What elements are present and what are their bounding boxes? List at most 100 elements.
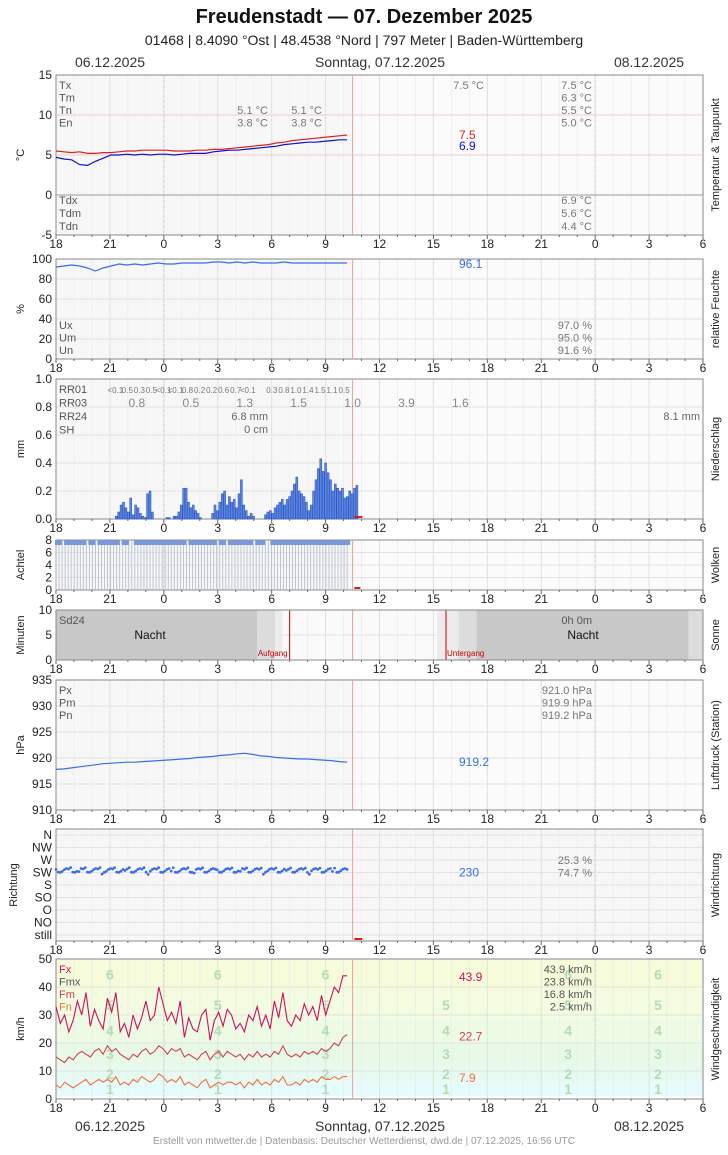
precip-ytick: 1.0 — [35, 372, 52, 386]
cloud-cover-mark — [200, 540, 205, 545]
cloud-cover-mark — [97, 540, 102, 545]
temp-xtick-label: 18 — [481, 237, 495, 251]
panel-precip: 1.00.80.60.40.20.018 21 0 3 6 9 12 15 18 21 0 3 6RR0… — [35, 372, 706, 535]
precip-bar — [343, 497, 347, 520]
clouds-ytick: 4 — [45, 558, 52, 572]
beaufort-mark: 1 — [442, 1081, 450, 1097]
winddir-point — [130, 870, 133, 874]
precip-bar — [247, 515, 250, 520]
cloud-cover-mark — [249, 540, 254, 545]
press-xtick-label: 18 — [481, 812, 495, 826]
precip-bar — [148, 490, 152, 520]
winddir-category: N — [43, 828, 52, 842]
winddir-point — [54, 868, 58, 871]
cloud-cover-mark — [106, 540, 111, 545]
cloud-cover-mark — [109, 540, 114, 545]
cloud-cover-mark — [167, 540, 172, 545]
sun-ylabel: Minuten — [15, 615, 27, 654]
windspeed-ytick: 0 — [45, 1092, 52, 1106]
winddir-point — [259, 866, 263, 870]
rr03-value: 1.5 — [290, 396, 307, 410]
pressure-last-value: 919.2 — [459, 755, 489, 769]
rr01-value: 0.2 — [194, 386, 206, 395]
precip-bar — [172, 515, 176, 520]
rr01-value: 0.5 — [146, 386, 158, 395]
winddir-point — [228, 867, 232, 871]
precip-bar — [334, 483, 337, 520]
cloud-cover-mark — [115, 540, 120, 545]
temp-ytick: 0 — [45, 188, 52, 202]
press-ytick: 920 — [32, 751, 52, 765]
winddir-point — [293, 870, 297, 874]
clouds-xtick-label: 3 — [214, 592, 221, 606]
precip-xtick-label: 21 — [103, 521, 117, 535]
precip-bar — [353, 487, 356, 520]
wind-right-value: 23.8 km/h — [544, 977, 592, 989]
precip-bar — [312, 490, 315, 520]
winddir-marker — [354, 938, 363, 940]
cloud-cover-mark — [312, 540, 317, 545]
winddir-point — [232, 870, 236, 874]
precip-bar — [242, 504, 246, 520]
windspeed-xtick-label: 6 — [700, 1101, 707, 1115]
hum-right-value: 91.6 % — [558, 345, 592, 357]
clouds-xtick-label: 18 — [481, 592, 495, 606]
winddir-point — [79, 867, 83, 870]
precip-bar — [278, 501, 282, 520]
temp-right-value: 5.5 °C — [561, 105, 592, 117]
sh-value: 0 cm — [244, 424, 268, 436]
beaufort-mark: 2 — [214, 1066, 222, 1082]
winddir-point — [161, 871, 165, 874]
precip-xtick-label: 15 — [427, 521, 441, 535]
winddir-point — [291, 870, 295, 874]
cloud-cover-mark — [70, 540, 75, 545]
wind-row-label: Fn — [59, 1002, 72, 1014]
winddir-point — [306, 871, 309, 874]
windspeed-xtick-label: 0 — [592, 1101, 599, 1115]
press-xtick-label: 15 — [427, 812, 441, 826]
sun-ytick: 0 — [45, 653, 52, 667]
winddir-xtick-label: 6 — [268, 943, 275, 957]
winddir-point — [192, 871, 196, 875]
winddir-point — [224, 867, 228, 871]
beaufort-mark: 1 — [322, 1081, 330, 1097]
press-xtick-label: 6 — [268, 812, 275, 826]
precip-bar — [249, 513, 253, 520]
press-xtick-label: 6 — [700, 812, 707, 826]
cloud-cover-mark — [285, 540, 290, 545]
beaufort-mark: 2 — [564, 1066, 572, 1082]
clouds-xtick-label: 18 — [49, 592, 63, 606]
cloud-cover-mark — [270, 540, 275, 545]
temp-ytick: 15 — [39, 68, 53, 82]
winddir-point — [132, 871, 135, 874]
cloud-cover-mark — [258, 540, 263, 545]
winddir-point — [56, 870, 60, 874]
sun-xtick-label: 6 — [268, 662, 275, 676]
cloud-cover-mark — [142, 540, 147, 545]
hum-xtick-label: 6 — [268, 361, 275, 375]
cloud-cover-mark — [297, 540, 302, 545]
rr01-value: 0.8 — [182, 386, 194, 395]
temperature-line — [55, 134, 348, 154]
minwind-last-value: 7.9 — [459, 1071, 476, 1085]
beaufort-mark: 2 — [442, 1066, 450, 1082]
dew-row-label: Tdm — [59, 208, 81, 220]
hum-xtick-label: 3 — [214, 361, 221, 375]
winddir-point — [163, 869, 167, 873]
hum-future-bg — [352, 259, 703, 359]
precip-bar — [252, 515, 255, 520]
precip-bar — [321, 471, 325, 520]
beaufort-mark: 1 — [564, 1081, 572, 1097]
rr01-value: 0.8 — [278, 386, 290, 395]
press-row-label: Pn — [59, 710, 72, 722]
winddir-point — [165, 868, 169, 871]
winddir-point — [205, 870, 209, 874]
clouds-ylabel: Achtel — [15, 550, 27, 581]
precip-bar — [295, 476, 299, 520]
winddir-point — [171, 866, 175, 870]
winddir-point — [157, 866, 161, 870]
winddir-point — [222, 869, 226, 873]
cloud-cover-mark — [212, 540, 217, 545]
